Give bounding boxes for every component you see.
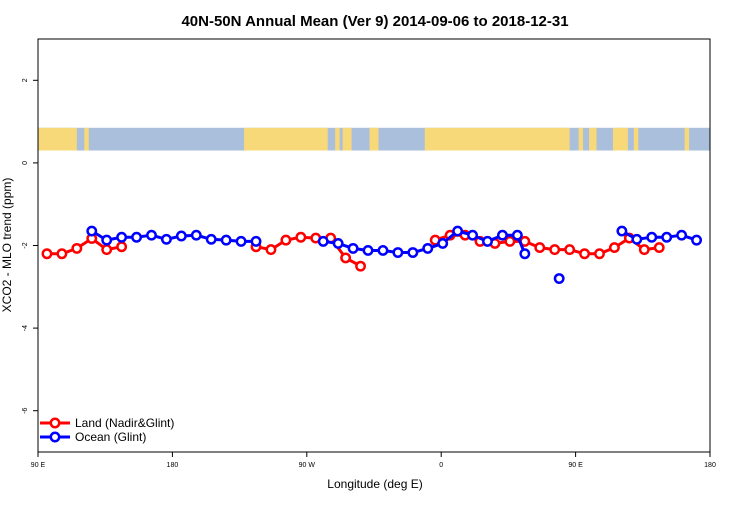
series-ocean-point [646,231,658,243]
series-ocean-point [407,247,419,258]
series-ocean-point [422,242,434,254]
map-land-region [84,127,89,151]
y-axis-label: XCO2 - MLO trend (ppm) [0,178,14,313]
series-ocean-point [377,245,389,256]
series-land-point [504,235,516,247]
series-ocean-point [116,231,128,243]
series-land-point [638,244,650,256]
series-land-point [280,234,292,246]
map-land-region [369,127,379,151]
series-ocean-point [661,231,673,243]
legend-item-ocean: Ocean (Glint) [40,430,146,444]
series-ocean-point [146,229,157,241]
series-ocean-point [467,229,479,241]
legend-ocean-swatch-marker [49,431,61,443]
x-tick-label: 90 E [31,462,46,469]
series-ocean-point [496,229,508,241]
map-land-region [38,127,77,151]
series-ocean [86,225,703,284]
series-ocean-point [317,235,329,247]
legend-land-label: Land (Nadir&Glint) [75,416,174,430]
series-ocean-point [347,242,359,254]
series-land-point [564,244,576,256]
x-axis-label: Longitude (deg E) [327,477,422,491]
chart-title: 40N-50N Annual Mean (Ver 9) 2014-09-06 t… [181,13,568,30]
map-land-region [612,127,628,151]
series-ocean-point [362,245,374,256]
series-land-point [340,252,352,264]
map-land-region [589,127,597,151]
series-ocean-point [175,230,187,242]
series-ocean-point [220,234,232,246]
series-land-point [594,248,605,260]
series-land-point [295,231,307,243]
map-land-region [633,127,639,151]
map-land-region [335,127,340,151]
y-tick-label: -4 [22,325,29,331]
series-ocean-point [519,248,531,260]
x-tick-label: 180 [704,462,716,469]
legend-land-swatch-marker [49,417,61,429]
series-land-point [534,242,546,254]
series-ocean-point [160,233,172,245]
series-land-point [101,244,113,256]
series-land-point [116,241,128,253]
plot-frame [37,38,711,453]
series-ocean-point [676,229,688,241]
y-tick-label: -2 [22,242,29,248]
series-ocean-point [86,225,98,237]
x-tick-label: 90 E [568,462,583,469]
series-ocean-point [437,237,449,249]
x-tick-label: 0 [439,462,443,469]
series-ocean-point [332,237,344,249]
y-tick-label: 0 [22,161,29,165]
y-tick-label: -6 [22,407,29,413]
series-ocean-point [452,225,464,237]
series-layer [41,225,703,284]
map-land-region [578,127,584,151]
axes: 90 E 180 90 W 0 90 E 180 2 0 -2 -4 -6 [22,38,716,469]
series-ocean-point [392,247,404,258]
map-land-region [244,127,328,151]
series-land-point [56,248,68,260]
series-ocean-point [101,234,113,246]
legend: Land (Nadir&Glint) Ocean (Glint) [40,416,174,444]
series-land-point [71,242,83,254]
series-ocean-point [250,235,262,247]
series-ocean-point [190,229,202,241]
series-land-point [653,242,665,254]
legend-ocean-label: Ocean (Glint) [75,430,146,444]
x-tick-label: 180 [167,462,179,469]
series-ocean-point [616,225,628,237]
series-ocean-point [131,231,143,243]
map-land-region [424,127,570,151]
series-land-point [265,244,277,256]
map-land-region [684,127,690,151]
x-tick-label: 90 W [299,462,316,469]
series-ocean-point [205,233,217,245]
world-map-strip [38,127,710,151]
series-ocean-point [235,235,247,247]
series-ocean-point [553,273,565,284]
series-land-point [579,248,591,260]
series-ocean-point [482,235,493,247]
series-land-point [549,244,561,256]
map-land-region [342,127,352,151]
y-tick-label: 2 [22,78,29,82]
series-land-point [608,242,620,254]
series-ocean-point [631,233,643,245]
series-land-point [355,260,367,272]
series-land-point [41,248,53,260]
series-ocean-point [511,229,523,241]
series-ocean-point [691,234,703,246]
legend-item-land: Land (Nadir&Glint) [40,416,174,430]
